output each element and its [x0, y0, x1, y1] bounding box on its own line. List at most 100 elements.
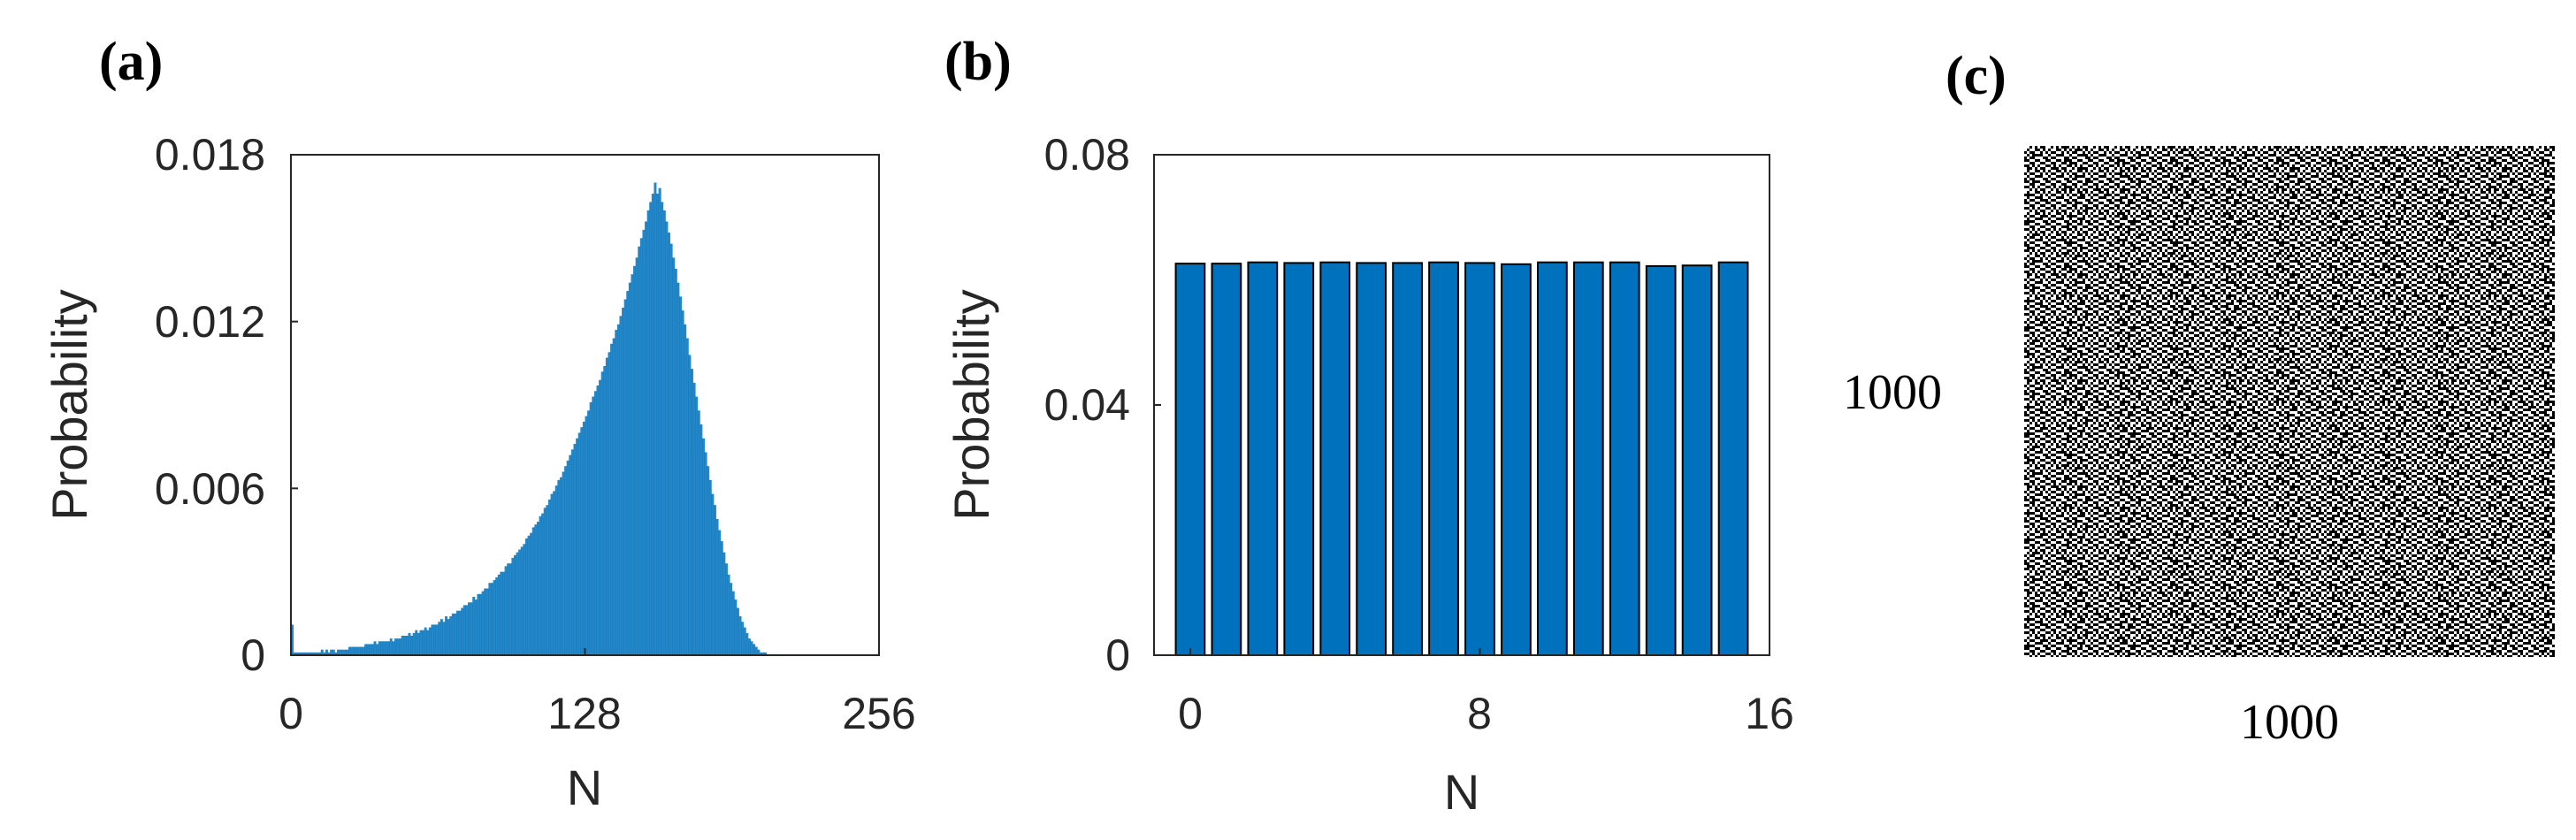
histogram-bar	[546, 505, 549, 655]
histogram-bar	[651, 194, 654, 655]
histogram-bar	[1681, 264, 1713, 656]
histogram-bar	[520, 546, 524, 655]
y-tick-0: 0	[241, 630, 265, 680]
histogram-bar	[415, 630, 418, 655]
histogram-bar	[500, 571, 503, 655]
histogram-bar	[302, 652, 305, 655]
histogram-bar	[731, 591, 735, 655]
histogram-bar	[304, 652, 308, 655]
histogram-bar	[410, 635, 414, 655]
histogram-bar	[615, 330, 618, 655]
histogram-bar	[610, 343, 614, 655]
histogram-bar	[362, 646, 365, 655]
histogram-bar	[564, 466, 568, 655]
y-tick-0.08: 0.08	[1044, 130, 1130, 179]
histogram-bar	[562, 471, 565, 655]
histogram-bar	[348, 646, 351, 655]
histogram-bar	[681, 310, 684, 655]
histogram-bar	[488, 583, 492, 655]
histogram-bar	[408, 632, 411, 655]
histogram-bars	[1174, 261, 1749, 656]
histogram-bar	[343, 649, 347, 655]
histogram-bar	[376, 644, 379, 655]
histogram-bar	[401, 635, 404, 655]
histogram-bar	[619, 316, 623, 655]
histogram-bar	[534, 524, 538, 655]
histogram-bar	[1645, 264, 1677, 656]
histogram-bar	[1211, 263, 1242, 656]
histogram-bar	[631, 274, 634, 655]
x-tick-0: 0	[1178, 689, 1203, 738]
histogram-bar	[313, 652, 317, 655]
histogram-bar	[371, 644, 374, 655]
histogram-bar	[454, 613, 457, 655]
y-tick-0: 0	[1105, 630, 1130, 680]
histogram-bar	[380, 641, 384, 655]
histogram-bar	[419, 630, 423, 655]
histogram-bar	[589, 401, 592, 655]
y-tick-0.006: 0.006	[155, 464, 265, 514]
histogram-bar	[722, 552, 726, 655]
histogram-bar	[481, 591, 485, 655]
histogram-bar	[633, 265, 637, 655]
histogram-bar	[600, 371, 604, 655]
histogram-bar	[599, 379, 602, 655]
histogram-bar	[707, 466, 710, 655]
histogram-bar	[741, 622, 745, 655]
histogram-bar	[738, 615, 742, 655]
histogram-bar	[403, 635, 407, 655]
histogram-bar	[447, 619, 450, 655]
histogram-bar	[658, 187, 661, 656]
histogram-bar	[665, 221, 669, 655]
histogram-bar	[577, 432, 581, 655]
histogram-bar	[424, 627, 427, 655]
histogram-bar	[539, 515, 542, 655]
histogram-bar	[570, 449, 574, 655]
histogram-bar	[753, 644, 756, 655]
histogram-bar	[1247, 261, 1279, 656]
y-axis-label-a: Probability	[42, 289, 97, 520]
histogram-bar	[458, 610, 462, 655]
y-tick-0.018: 0.018	[155, 130, 265, 179]
histogram-bar	[592, 396, 595, 655]
histogram-bar	[585, 416, 588, 655]
histogram-bar	[518, 549, 522, 655]
histogram-bar	[504, 566, 508, 655]
histogram-bar	[674, 268, 677, 655]
histogram-bar	[523, 544, 526, 655]
histogram-bar	[470, 602, 473, 655]
histogram-bar	[359, 646, 363, 655]
histogram-bar	[685, 338, 689, 655]
noise-overlay	[2024, 146, 2555, 657]
histogram-bar	[1174, 263, 1206, 656]
histogram-bar	[626, 291, 630, 655]
histogram-bar	[428, 627, 432, 655]
histogram-bar	[715, 518, 719, 655]
histogram-bars	[291, 182, 768, 656]
histogram-bar	[730, 583, 733, 655]
histogram-bar	[718, 530, 722, 655]
histogram-bar	[622, 307, 625, 655]
x-tick-256: 256	[842, 689, 915, 738]
histogram-bar	[511, 557, 515, 655]
histogram-bar	[573, 444, 577, 655]
histogram-bar	[497, 574, 501, 655]
histogram-bar	[708, 479, 712, 655]
axes-box-b	[1153, 154, 1770, 656]
histogram-bar	[1717, 261, 1749, 656]
histogram-bar	[587, 410, 591, 655]
histogram-bar	[508, 563, 512, 655]
histogram-bar	[1501, 263, 1532, 656]
histogram-bar	[300, 652, 303, 655]
x-axis-label-b: N	[1444, 764, 1479, 820]
histogram-bar	[543, 508, 547, 655]
histogram-bar	[387, 641, 391, 655]
y-axis-label-b: Probability	[944, 289, 999, 520]
histogram-bar	[603, 365, 607, 655]
histogram-bar	[697, 410, 700, 655]
histogram-bar	[547, 499, 551, 655]
histogram-bar	[734, 599, 738, 655]
histogram-bar	[495, 577, 499, 655]
histogram-bar	[297, 652, 301, 655]
histogram-bar	[754, 646, 758, 655]
